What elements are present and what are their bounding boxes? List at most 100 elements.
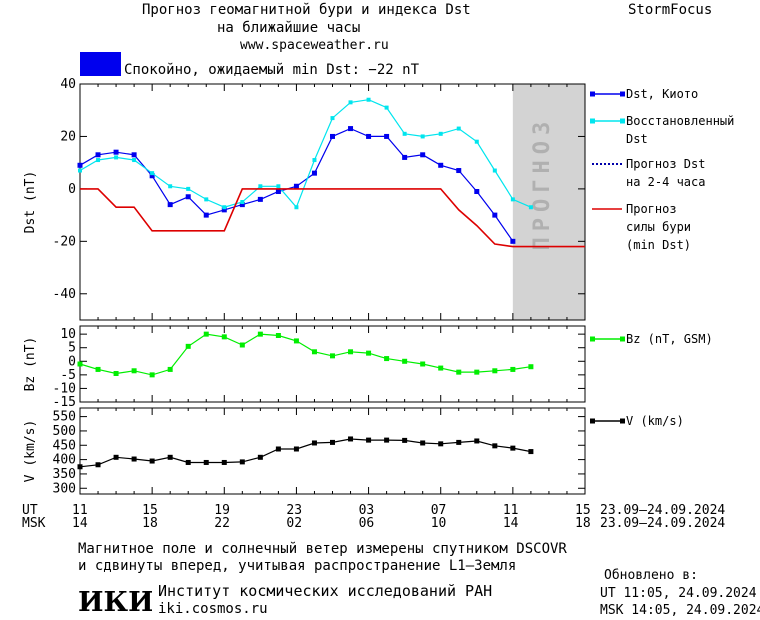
series-line-dst-1 xyxy=(79,99,532,209)
data-point xyxy=(257,331,263,337)
data-point xyxy=(275,189,281,195)
dst-axis-label: Dst (nT) xyxy=(23,171,38,234)
brand-name: StormFocus xyxy=(628,2,713,18)
data-point xyxy=(312,158,317,163)
data-point xyxy=(221,334,227,340)
data-point xyxy=(402,131,407,136)
data-point xyxy=(150,171,155,176)
legend-marker xyxy=(590,418,595,424)
msk-tick-label: 14 xyxy=(72,516,88,531)
y-tick-label: -40 xyxy=(53,287,76,302)
data-point xyxy=(149,458,155,464)
data-point xyxy=(294,205,299,210)
data-point xyxy=(311,349,317,355)
data-point xyxy=(456,439,462,445)
msk-axis-label: MSK xyxy=(22,516,46,531)
data-point xyxy=(330,133,335,139)
ut-axis-label: UT xyxy=(22,503,38,518)
chart-title-line2: на ближайшие часы xyxy=(217,20,361,36)
chart-title-line1: Прогноз геомагнитной бури и индекса Dst xyxy=(142,2,471,18)
legend: Dst, Киото Восстановленный Dst Прогноз Dst н… xyxy=(590,87,734,428)
data-point xyxy=(257,196,263,202)
dst-panel: ПРОГНОЗ 40 20 0 -20 -40 Dst (nT) xyxy=(23,77,586,321)
data-point xyxy=(114,155,119,160)
ut-date-range: 23.09—24.09.2024 xyxy=(600,503,726,518)
data-point xyxy=(492,368,498,374)
data-point xyxy=(474,369,480,375)
data-point xyxy=(330,439,335,445)
y-tick-label: 0 xyxy=(68,182,76,197)
data-point xyxy=(167,454,173,460)
iki-logo: ИКИ xyxy=(78,587,152,618)
ut-tick-label: 19 xyxy=(214,503,230,518)
iki-logo-text: ИКИ xyxy=(78,587,152,618)
data-point xyxy=(168,184,173,189)
data-point xyxy=(131,152,137,158)
data-point xyxy=(348,126,354,132)
data-point xyxy=(456,126,461,131)
y-tick-label: 450 xyxy=(53,438,76,453)
updated-ut: UT 11:05, 24.09.2024 xyxy=(600,586,757,601)
data-point xyxy=(95,152,101,158)
data-point xyxy=(203,331,209,337)
legend-label: Прогноз xyxy=(626,202,677,216)
legend-label: V (km/s) xyxy=(626,414,684,428)
y-tick-label: 10 xyxy=(60,327,76,342)
v-axis-label: V (km/s) xyxy=(23,420,38,483)
status-text: Спокойно, ожидаемый min Dst: −22 nT xyxy=(124,62,420,78)
note-line2: и сдвинуты вперед, учитывая распростране… xyxy=(78,558,517,574)
data-point xyxy=(221,459,227,465)
bz-axis-label: Bz (nT) xyxy=(23,337,38,392)
site-url[interactable]: www.spaceweather.ru xyxy=(240,38,389,53)
institute-url[interactable]: iki.cosmos.ru xyxy=(158,601,268,617)
note-line1: Магнитное поле и солнечный ветер измерен… xyxy=(78,541,567,557)
data-point xyxy=(384,133,390,139)
data-point xyxy=(276,184,281,189)
data-point xyxy=(402,437,408,443)
series-line-dst-3 xyxy=(80,188,585,248)
msk-tick-label: 18 xyxy=(142,516,158,531)
data-point xyxy=(384,105,389,110)
legend-label: (min Dst) xyxy=(626,238,691,252)
legend-label: на 2-4 часа xyxy=(626,175,705,189)
series-line-bz-0 xyxy=(79,333,531,376)
y-tick-label: -20 xyxy=(53,234,76,249)
msk-tick-label: 18 xyxy=(575,516,591,531)
legend-marker xyxy=(590,91,595,97)
data-point xyxy=(420,361,426,367)
data-point xyxy=(420,152,426,158)
data-point xyxy=(222,205,227,210)
data-point xyxy=(95,462,101,468)
data-point xyxy=(203,212,209,218)
data-point xyxy=(95,366,101,372)
legend-label: Dst xyxy=(626,132,648,146)
ut-tick-label: 07 xyxy=(430,503,447,518)
data-point xyxy=(402,358,408,364)
data-point xyxy=(348,349,354,355)
forecast-region xyxy=(512,84,585,320)
data-point xyxy=(132,158,137,163)
ut-tick-label: 03 xyxy=(358,503,375,518)
data-point xyxy=(311,170,317,176)
data-point xyxy=(78,168,82,173)
data-point xyxy=(149,372,155,378)
msk-tick-label: 02 xyxy=(286,516,303,531)
data-point xyxy=(167,202,173,208)
bz-frame xyxy=(79,325,586,403)
data-point xyxy=(420,440,426,446)
legend-label: Bz (nT, GSM) xyxy=(626,332,713,346)
y-tick-label: 300 xyxy=(53,481,76,496)
msk-tick-label: 10 xyxy=(430,516,447,531)
data-point xyxy=(348,436,354,442)
data-point xyxy=(77,361,83,367)
data-point xyxy=(131,368,137,374)
data-point xyxy=(456,168,462,174)
data-point xyxy=(366,437,372,443)
y-tick-label: 5 xyxy=(68,341,76,356)
legend-marker xyxy=(620,418,625,424)
data-point xyxy=(348,100,353,105)
data-point xyxy=(221,207,227,213)
data-point xyxy=(366,133,372,139)
